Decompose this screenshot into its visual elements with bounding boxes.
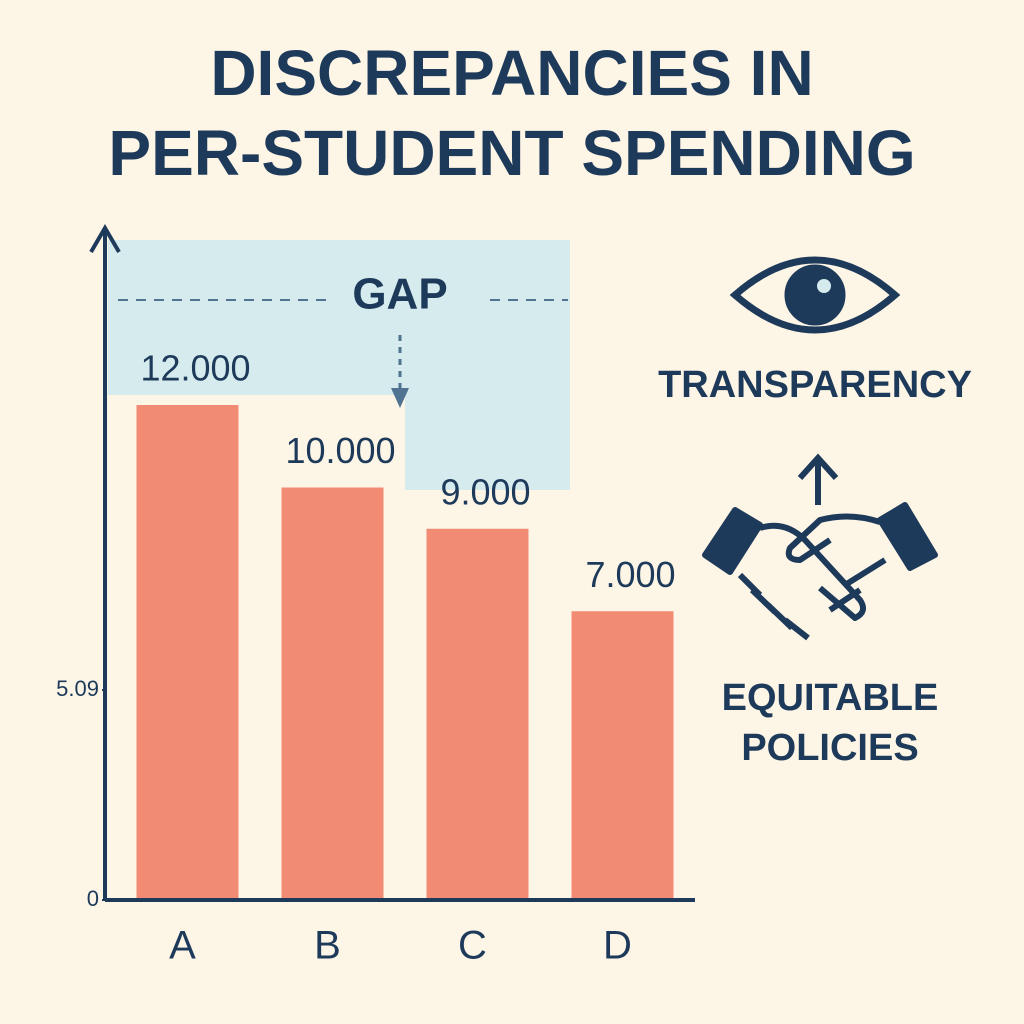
transparency-label: TRANSPARENCY [658,364,972,406]
gap-region [108,240,570,490]
handshake-icon [702,502,938,641]
x-tick-label: D [603,924,632,968]
y-axis-arrow [89,224,121,254]
x-tick-label: A [169,924,196,968]
chart-title: DISCREPANCIES IN [210,37,813,109]
gap-arrow-head [391,388,409,408]
y-tick-label: 5.09 [56,676,99,701]
value-label: 12.000 [140,348,250,389]
equitable-label: POLICIES [741,727,918,769]
bar [571,611,674,900]
up-arrow [797,453,839,505]
bar [281,487,384,900]
chart-title: PER-STUDENT SPENDING [108,117,915,189]
eye-icon [729,256,901,334]
bar [426,528,529,900]
gap-label: GAP [352,270,447,319]
value-label: 9.000 [440,471,530,512]
value-label: 7.000 [585,554,675,595]
bar [136,405,239,900]
y-tick-label: 0 [87,886,99,911]
x-tick-label: C [458,924,487,968]
x-tick-label: B [314,924,341,968]
value-label: 10.000 [285,430,395,471]
equitable-label: EQUITABLE [722,677,939,719]
